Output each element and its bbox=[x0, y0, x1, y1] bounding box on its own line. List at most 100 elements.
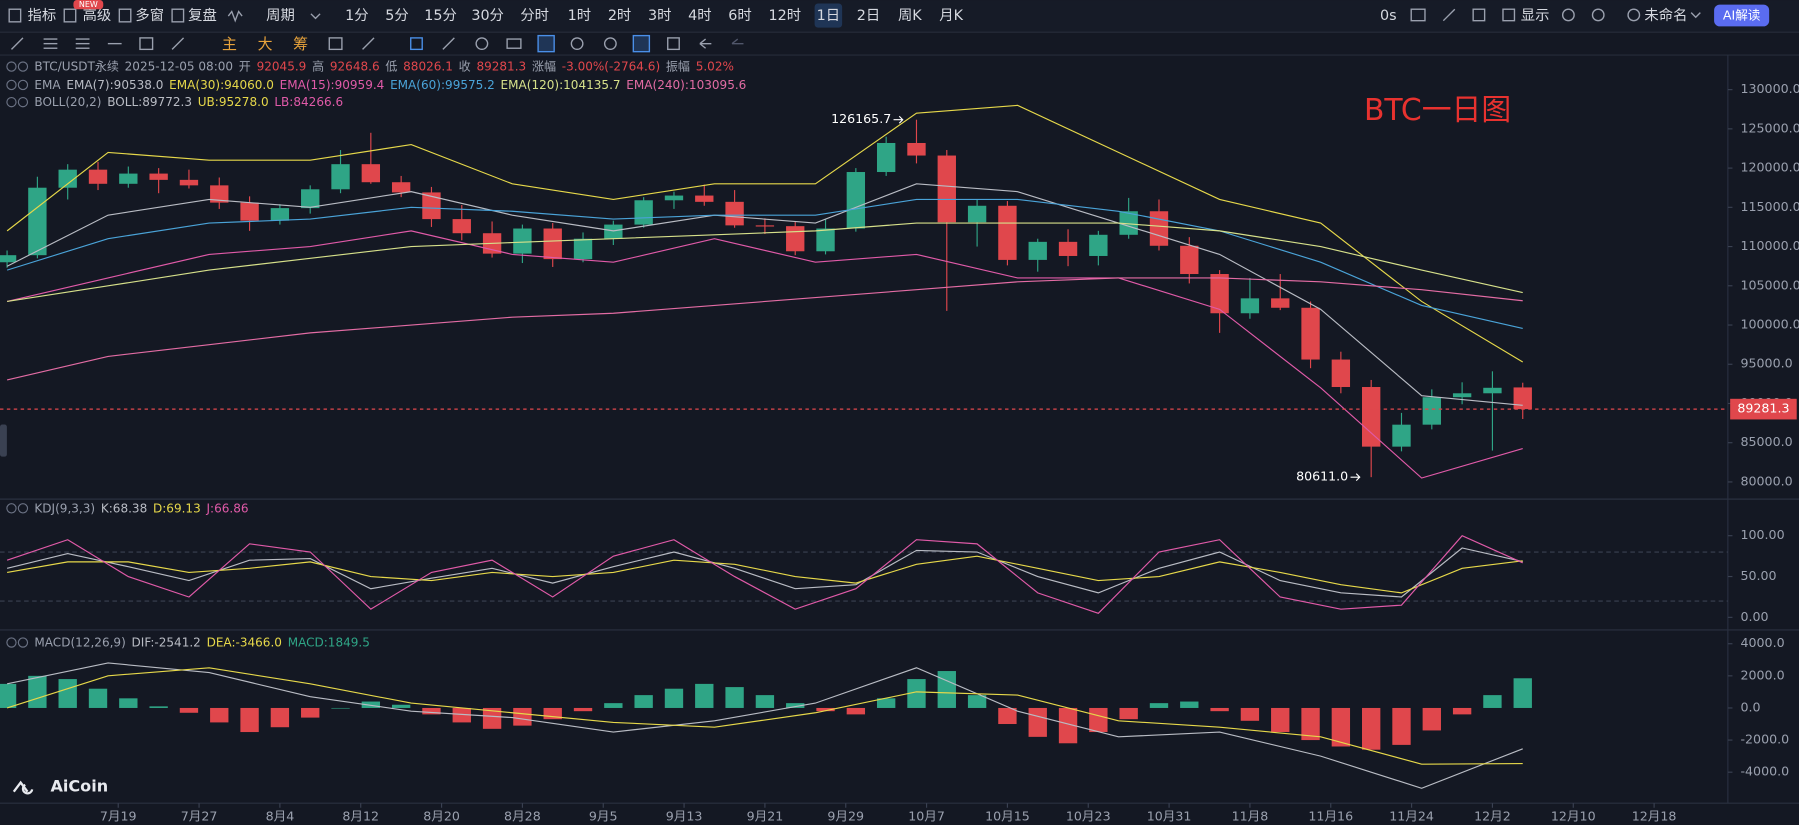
toolbar-button[interactable]: 多窗 bbox=[135, 6, 164, 24]
legend-item: MACD:1849.5 bbox=[288, 635, 370, 649]
x-tick-label: 10月31 bbox=[1147, 808, 1192, 823]
y-tick-label: 110000.0 bbox=[1740, 238, 1799, 253]
period-button[interactable]: 2时 bbox=[608, 7, 631, 24]
y-tick-label: 4000.0 bbox=[1740, 635, 1784, 650]
legend-item: MACD(12,26,9) bbox=[34, 635, 125, 649]
macd-bar bbox=[998, 707, 1017, 725]
candle-body bbox=[786, 226, 805, 252]
macd-bar bbox=[391, 704, 411, 708]
x-tick-label: 8月28 bbox=[504, 808, 541, 823]
candle-body bbox=[816, 228, 835, 252]
legend-item: 88026.1 bbox=[403, 59, 453, 73]
legend-item: 低 bbox=[385, 59, 397, 73]
toolbar-right-button[interactable]: 显示 bbox=[1521, 8, 1550, 24]
toolbar-right-button[interactable]: AI解读 bbox=[1723, 8, 1761, 23]
last-price-label: 89281.3 bbox=[1737, 401, 1789, 416]
kdj-line bbox=[6, 547, 1523, 598]
period-button[interactable]: 2日 bbox=[857, 8, 880, 24]
period-button[interactable]: 5分 bbox=[385, 7, 408, 24]
macd-bar bbox=[755, 695, 775, 708]
macd-bar bbox=[301, 707, 320, 718]
candle-body bbox=[573, 238, 593, 260]
macd-bar bbox=[1028, 707, 1047, 737]
period-button[interactable]: 6时 bbox=[728, 7, 751, 24]
toolbar-button[interactable]: 周期 bbox=[266, 7, 295, 24]
macd-bar bbox=[422, 707, 441, 715]
macd-bar bbox=[482, 707, 502, 729]
y-tick-label: 50.00 bbox=[1740, 568, 1776, 583]
toolbar-bg bbox=[0, 0, 1799, 33]
macd-bar bbox=[967, 695, 987, 708]
toolbar-button[interactable]: 复盘 bbox=[188, 6, 217, 24]
indicator-tool[interactable]: 大 bbox=[258, 35, 273, 53]
legend-item: LB:84266.6 bbox=[274, 95, 343, 109]
candle-body bbox=[634, 200, 653, 225]
x-tick-label: 7月19 bbox=[100, 808, 137, 823]
legend-row: KDJ(9,3,3) K:68.38 D:69.13 J:66.86 bbox=[34, 501, 248, 515]
period-button[interactable]: 15分 bbox=[424, 7, 457, 24]
legend-item: 2025-12-05 08:00 bbox=[125, 59, 233, 73]
macd-bar bbox=[543, 707, 562, 720]
x-tick-label: 9月5 bbox=[589, 808, 618, 823]
toolbar-right-button[interactable]: 0s bbox=[1380, 8, 1397, 24]
period-button[interactable]: 月K bbox=[939, 8, 963, 24]
macd-bar bbox=[331, 707, 350, 709]
y-tick-label: 85000.0 bbox=[1740, 434, 1792, 449]
period-button[interactable]: 3时 bbox=[648, 7, 671, 24]
x-tick-label: 12月2 bbox=[1474, 808, 1511, 823]
toolbar-right-button[interactable]: 未命名 bbox=[1644, 6, 1687, 24]
macd-bar bbox=[270, 707, 290, 728]
candle-body bbox=[998, 205, 1017, 260]
candle-body bbox=[210, 185, 229, 203]
candle-body bbox=[1149, 211, 1169, 246]
macd-bar bbox=[1119, 707, 1138, 720]
macd-bar bbox=[604, 703, 623, 708]
x-tick-label: 12月10 bbox=[1551, 808, 1596, 823]
toolbar-button[interactable]: 指标 bbox=[28, 7, 57, 24]
x-tick-label: 7月27 bbox=[181, 808, 218, 823]
macd-line bbox=[6, 662, 1523, 789]
candle-body bbox=[1210, 274, 1229, 314]
period-button[interactable]: 周K bbox=[898, 8, 922, 24]
period-button[interactable]: 1日 bbox=[817, 8, 840, 24]
candle-body bbox=[88, 169, 108, 184]
candle-body bbox=[543, 228, 562, 260]
candle-body bbox=[1422, 397, 1441, 425]
period-button[interactable]: 1时 bbox=[568, 7, 591, 24]
period-button[interactable]: 1分 bbox=[345, 7, 368, 24]
candle-body bbox=[1301, 307, 1320, 360]
side-tab[interactable] bbox=[0, 424, 7, 457]
candle-body bbox=[149, 173, 168, 180]
y-tick-label: 80000.0 bbox=[1740, 473, 1792, 488]
period-button[interactable]: 分时 bbox=[520, 7, 549, 24]
candle-body bbox=[1361, 387, 1381, 447]
indicator-tool[interactable]: 主 bbox=[222, 35, 237, 53]
period-button[interactable]: 4时 bbox=[688, 7, 711, 24]
candle-body bbox=[361, 164, 381, 183]
legend-item: BTC/USDT永续 bbox=[34, 59, 118, 73]
ai-button-bg bbox=[1714, 4, 1770, 27]
x-tick-label: 11月16 bbox=[1308, 808, 1353, 823]
y-tick-label: 0.0 bbox=[1740, 699, 1760, 714]
indicator-line bbox=[6, 104, 1524, 363]
legend-item: EMA(240):103095.6 bbox=[626, 77, 746, 91]
candle-body bbox=[58, 169, 77, 188]
y-tick-label: 105000.0 bbox=[1740, 277, 1799, 292]
macd-bar bbox=[846, 707, 866, 715]
x-tick-label: 8月4 bbox=[266, 808, 295, 823]
y-tick-label: 120000.0 bbox=[1740, 160, 1799, 175]
macd-bar bbox=[937, 671, 956, 708]
y-tick-label: 95000.0 bbox=[1740, 356, 1792, 371]
period-button[interactable]: 30分 bbox=[471, 7, 504, 24]
candle-body bbox=[119, 173, 138, 184]
toolbar-button[interactable]: 高级 bbox=[83, 7, 112, 24]
macd-bar bbox=[816, 707, 835, 712]
period-button[interactable]: 12时 bbox=[768, 7, 801, 24]
candle-body bbox=[0, 255, 17, 263]
macd-bar bbox=[1392, 707, 1411, 745]
macd-bar bbox=[0, 683, 17, 708]
active-period-bg bbox=[814, 3, 843, 28]
candle-body bbox=[1331, 359, 1351, 388]
macd-line bbox=[6, 667, 1523, 765]
indicator-tool[interactable]: 筹 bbox=[293, 35, 308, 53]
